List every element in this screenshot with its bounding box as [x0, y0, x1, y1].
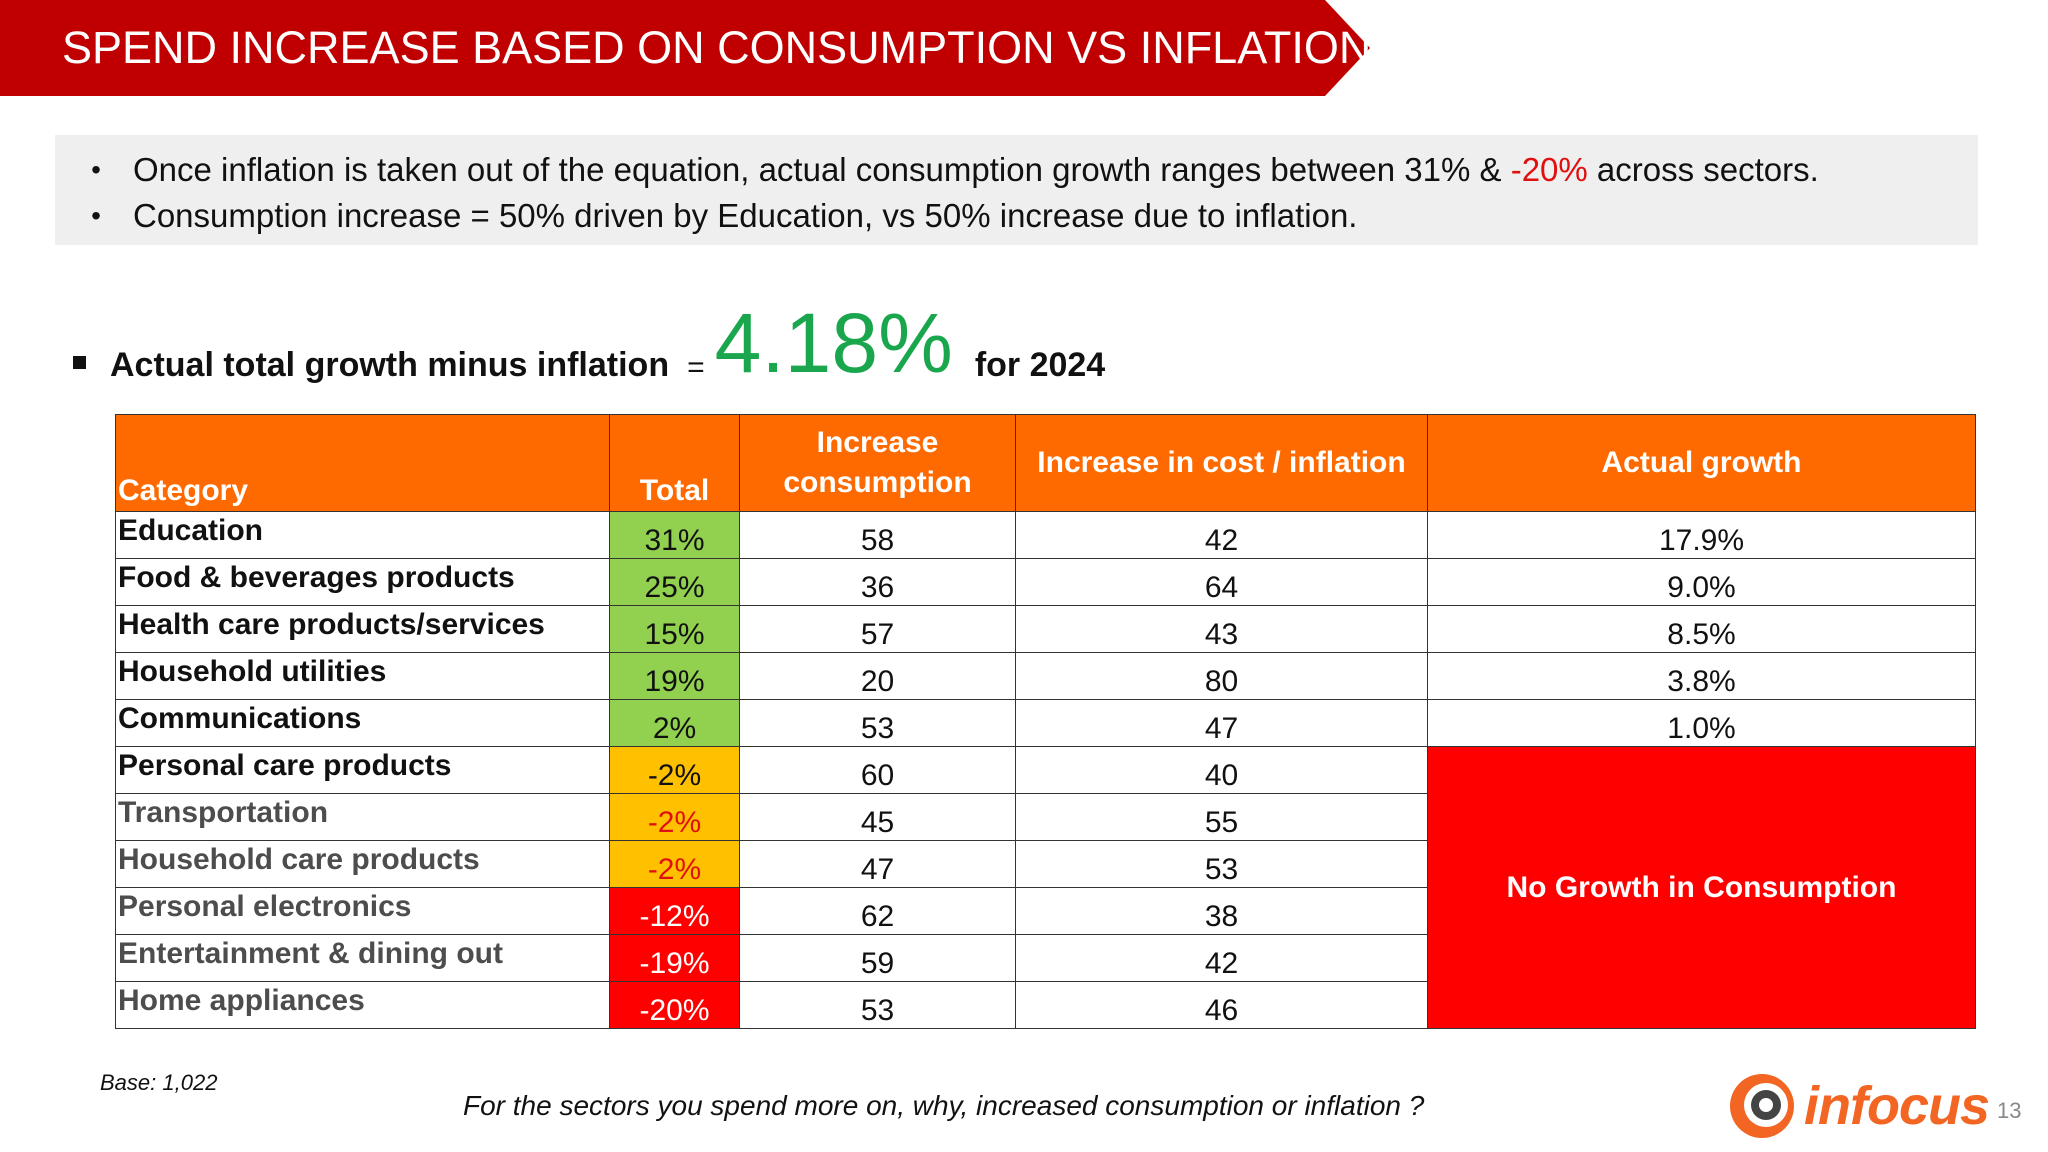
- table-header-row: Category Total Increase consumption Incr…: [115, 414, 1976, 512]
- header-category: Category: [115, 414, 610, 512]
- bullet-dot-icon: •: [91, 154, 101, 185]
- header-increase-cost: Increase in cost / inflation: [1015, 414, 1428, 512]
- consumption-cell: 47: [739, 840, 1016, 888]
- total-cell: -19%: [609, 934, 740, 982]
- bullet-highlight: -20%: [1510, 151, 1588, 188]
- cost-cell: 46: [1015, 981, 1428, 1029]
- cost-cell: 64: [1015, 558, 1428, 606]
- camera-lens-icon: [1730, 1074, 1794, 1138]
- logo-text: infocus: [1804, 1076, 1990, 1136]
- category-cell: Entertainment & dining out: [115, 934, 610, 982]
- bullet-text: Consumption increase = 50% driven by Edu…: [133, 197, 1358, 234]
- category-cell: Education: [115, 511, 610, 559]
- consumption-cell: 45: [739, 793, 1016, 841]
- cost-cell: 42: [1015, 511, 1428, 559]
- category-cell: Personal electronics: [115, 887, 610, 935]
- bullet-text-end: across sectors.: [1587, 151, 1819, 188]
- total-cell: 31%: [609, 511, 740, 559]
- growth-cell: 3.8%: [1427, 652, 1976, 700]
- square-bullet-icon: [73, 356, 86, 369]
- category-cell: Food & beverages products: [115, 558, 610, 606]
- total-cell: -20%: [609, 981, 740, 1029]
- header-total: Total: [609, 414, 740, 512]
- growth-summary: Actual total growth minus inflation = 4.…: [68, 283, 1105, 393]
- cost-cell: 80: [1015, 652, 1428, 700]
- consumption-cell: 53: [739, 981, 1016, 1029]
- table-row: Transportation -2% 45 55: [115, 793, 1976, 841]
- cost-cell: 40: [1015, 746, 1428, 794]
- summary-equals: =: [687, 351, 705, 384]
- summary-value: 4.18%: [714, 296, 953, 390]
- header-actual-growth: Actual growth: [1427, 414, 1976, 512]
- table-row: Home appliances -20% 53 46: [115, 981, 1976, 1029]
- category-cell: Household care products: [115, 840, 610, 888]
- growth-table: Category Total Increase consumption Incr…: [115, 414, 1976, 1029]
- consumption-cell: 20: [739, 652, 1016, 700]
- cost-cell: 42: [1015, 934, 1428, 982]
- total-cell: 25%: [609, 558, 740, 606]
- consumption-cell: 57: [739, 605, 1016, 653]
- consumption-cell: 36: [739, 558, 1016, 606]
- bullet-dot-icon: •: [91, 200, 101, 231]
- total-cell: 15%: [609, 605, 740, 653]
- header-increase-consumption: Increase consumption: [739, 414, 1016, 512]
- bullet-text: Once inflation is taken out of the equat…: [133, 151, 1511, 188]
- category-cell: Transportation: [115, 793, 610, 841]
- infocus-logo: infocus: [1728, 1070, 1990, 1142]
- total-cell: 19%: [609, 652, 740, 700]
- category-cell: Communications: [115, 699, 610, 747]
- table-row: Health care products/services 15% 57 43 …: [115, 605, 1976, 653]
- consumption-cell: 59: [739, 934, 1016, 982]
- bullet-item: • Once inflation is taken out of the equ…: [73, 147, 1978, 193]
- summary-year: for 2024: [974, 346, 1106, 384]
- total-cell: -2%: [609, 840, 740, 888]
- table-row: Household utilities 19% 20 80 3.8%: [115, 652, 1976, 700]
- bullet-item: • Consumption increase = 50% driven by E…: [73, 193, 1978, 239]
- page-title: SPEND INCREASE BASED ON CONSUMPTION VS I…: [62, 22, 1372, 73]
- category-cell: Home appliances: [115, 981, 610, 1029]
- category-cell: Household utilities: [115, 652, 610, 700]
- survey-question: For the sectors you spend more on, why, …: [463, 1090, 1425, 1121]
- cost-cell: 38: [1015, 887, 1428, 935]
- no-growth-cell: No Growth in Consumption: [1427, 746, 1976, 1029]
- total-cell: -2%: [609, 746, 740, 794]
- banner-arrow-shape: [0, 0, 1370, 96]
- table-row: Household care products -2% 47 53: [115, 840, 1976, 888]
- table-row: Personal electronics -12% 62 38: [115, 887, 1976, 935]
- growth-cell: 1.0%: [1427, 699, 1976, 747]
- title-banner: SPEND INCREASE BASED ON CONSUMPTION VS I…: [0, 0, 1372, 96]
- category-cell: Personal care products: [115, 746, 610, 794]
- consumption-cell: 62: [739, 887, 1016, 935]
- base-note: Base: 1,022: [100, 1070, 218, 1095]
- growth-cell: 9.0%: [1427, 558, 1976, 606]
- consumption-cell: 60: [739, 746, 1016, 794]
- cost-cell: 43: [1015, 605, 1428, 653]
- table-row: Personal care products -2% 60 40 No Grow…: [115, 746, 1976, 1029]
- table-row: Food & beverages products 25% 36 64 9.0%: [115, 558, 1976, 606]
- page-number: 13: [1997, 1098, 2022, 1123]
- cost-cell: 53: [1015, 840, 1428, 888]
- cost-cell: 47: [1015, 699, 1428, 747]
- growth-cell: 17.9%: [1427, 511, 1976, 559]
- cost-cell: 55: [1015, 793, 1428, 841]
- table-row: Communications 2% 53 47 1.0%: [115, 699, 1976, 747]
- total-cell: -2%: [609, 793, 740, 841]
- table-row: Entertainment & dining out -19% 59 42: [115, 934, 1976, 982]
- key-findings-box: • Once inflation is taken out of the equ…: [55, 135, 1978, 245]
- total-cell: -12%: [609, 887, 740, 935]
- summary-label: Actual total growth minus inflation: [110, 346, 670, 384]
- consumption-cell: 53: [739, 699, 1016, 747]
- total-cell: 2%: [609, 699, 740, 747]
- table-row: Education 31% 58 42 17.9%: [115, 511, 1976, 559]
- growth-cell: 8.5%: [1427, 605, 1976, 653]
- category-cell: Health care products/services: [115, 605, 610, 653]
- consumption-cell: 58: [739, 511, 1016, 559]
